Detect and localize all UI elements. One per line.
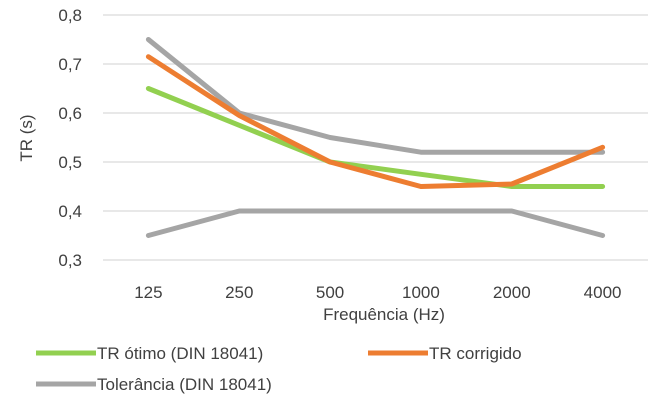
series-line-3	[145, 37, 606, 155]
x-tick-label: 4000	[584, 283, 622, 302]
x-axis-title: Frequência (Hz)	[323, 305, 445, 324]
x-tick-label: 125	[134, 283, 162, 302]
y-axis-ticks: 0,3 0,4 0,5 0,6 0,7 0,8	[58, 6, 82, 270]
legend: TR ótimo (DIN 18041) TR corrigido Tolerânc…	[36, 344, 522, 394]
series-line-2	[145, 54, 606, 189]
gridlines	[103, 14, 648, 261]
x-tick-label: 500	[316, 283, 344, 302]
series-line-1	[145, 86, 606, 189]
y-axis-title: TR (s)	[17, 114, 36, 161]
x-axis-ticks: 125 250 500 1000 2000 4000	[134, 283, 621, 302]
x-tick-label: 250	[225, 283, 253, 302]
y-tick-label: 0,8	[58, 6, 82, 25]
y-tick-label: 0,5	[58, 153, 82, 172]
legend-label: TR corrigido	[429, 344, 522, 363]
y-tick-label: 0,4	[58, 202, 82, 221]
x-tick-label: 2000	[493, 283, 531, 302]
y-tick-label: 0,7	[58, 55, 82, 74]
y-tick-label: 0,6	[58, 104, 82, 123]
legend-label: TR ótimo (DIN 18041)	[97, 344, 263, 363]
series-lines	[145, 37, 606, 238]
y-tick-label: 0,3	[58, 251, 82, 270]
legend-label: Tolerância (DIN 18041)	[97, 375, 272, 394]
x-tick-label: 1000	[402, 283, 440, 302]
series-line-4	[145, 208, 606, 238]
